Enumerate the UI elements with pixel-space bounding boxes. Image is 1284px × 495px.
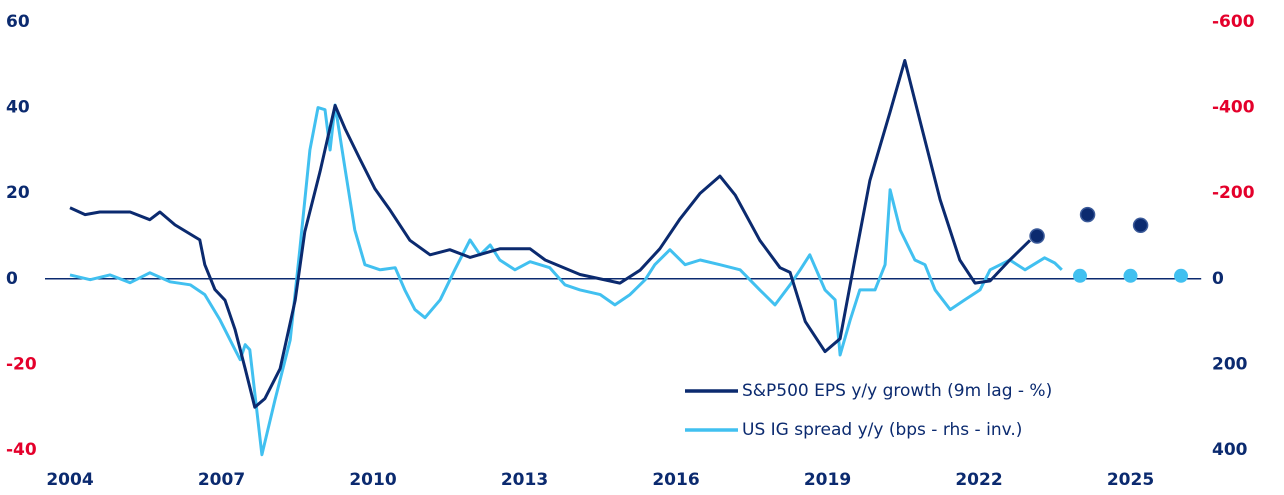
forecast-point <box>1079 206 1096 223</box>
x-tick-label: 2025 <box>1107 470 1154 490</box>
y2-tick-label: -600 <box>1212 12 1255 32</box>
x-tick-label: 2007 <box>198 470 245 490</box>
y2-tick-label: 0 <box>1212 269 1224 289</box>
x-tick-label: 2019 <box>804 470 851 490</box>
x-tick-label: 2010 <box>349 470 396 490</box>
legend-label: S&P500 EPS y/y growth (9m lag - %) <box>742 381 1052 401</box>
y2-tick-label: 200 <box>1212 354 1248 374</box>
y-tick-label: 60 <box>6 12 30 32</box>
forecast-point <box>1174 268 1188 283</box>
y-tick-label: -20 <box>6 354 37 374</box>
y-tick-label: 20 <box>6 183 30 203</box>
y2-tick-label: 400 <box>1212 440 1248 460</box>
forecast-point <box>1029 228 1045 244</box>
series-line <box>69 103 1063 457</box>
y2-tick-label: -200 <box>1212 183 1255 203</box>
x-tick-label: 2004 <box>46 470 93 490</box>
forecast-point <box>1123 268 1138 283</box>
y-tick-label: -40 <box>6 440 37 460</box>
x-tick-label: 2013 <box>501 470 548 490</box>
forecast-point <box>1073 268 1087 283</box>
forecast-point <box>1132 217 1149 234</box>
x-tick-label: 2022 <box>955 470 1002 490</box>
series-line <box>69 59 1032 409</box>
y-tick-label: 40 <box>6 98 30 118</box>
y2-tick-label: -400 <box>1212 98 1255 118</box>
x-tick-label: 2016 <box>652 470 699 490</box>
legend-label: US IG spread y/y (bps - rhs - inv.) <box>742 420 1022 440</box>
y-tick-label: 0 <box>6 269 18 289</box>
